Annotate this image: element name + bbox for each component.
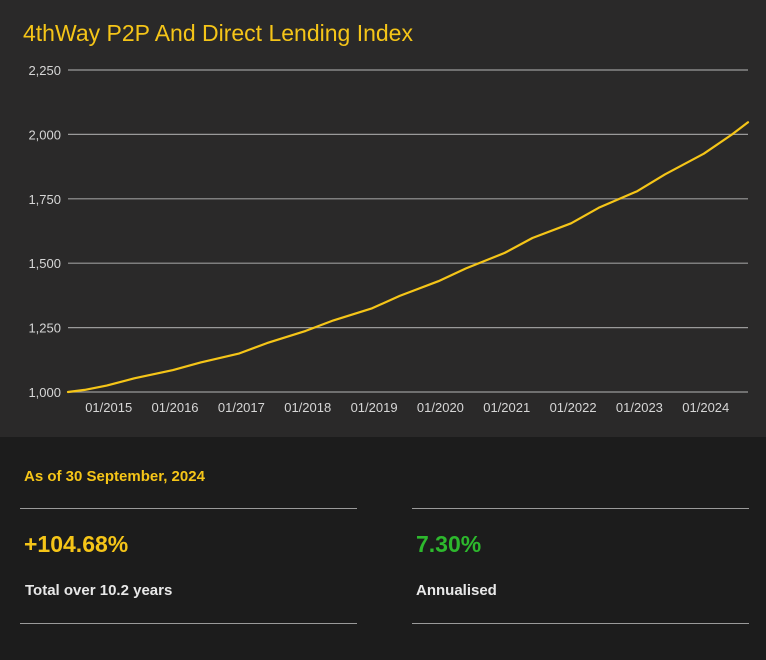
y-tick-label: 1,250 [28,321,61,336]
x-tick-label: 01/2023 [616,400,663,415]
divider-top-left [20,508,357,509]
total-return-value: +104.68% [24,531,129,557]
x-tick-label: 01/2022 [550,400,597,415]
y-tick-label: 2,250 [28,63,61,78]
chart-title: 4thWay P2P And Direct Lending Index [23,20,413,46]
line-chart: 1,000 1,250 1,500 1,750 2,000 2,250 01/2015 01/… [28,63,750,415]
as-of-date: As of 30 September, 2024 [24,468,205,485]
divider-top-right [412,508,749,509]
stats-panel: As of 30 September, 2024 +104.68% Total … [0,437,766,660]
x-tick-label: 01/2015 [85,400,132,415]
x-tick-label: 01/2020 [417,400,464,415]
divider-bottom-right [412,623,749,624]
y-tick-label: 2,000 [28,127,61,142]
y-tick-label: 1,750 [28,192,61,207]
series-line [66,121,750,394]
annualised-value: 7.30% [416,531,482,557]
x-tick-label: 01/2024 [682,400,729,415]
x-tick-label: 01/2021 [483,400,530,415]
x-tick-label: 01/2018 [284,400,331,415]
x-tick-label: 01/2017 [218,400,265,415]
y-tick-label: 1,500 [28,256,61,271]
total-return-label: Total over 10.2 years [25,582,173,599]
y-tick-label: 1,000 [28,385,61,400]
chart-panel: 4thWay P2P And Direct Lending Index 1,00… [0,0,766,437]
x-tick-label: 01/2016 [152,400,199,415]
annualised-label: Annualised [416,582,497,599]
divider-bottom-left [20,623,357,624]
x-tick-label: 01/2019 [351,400,398,415]
